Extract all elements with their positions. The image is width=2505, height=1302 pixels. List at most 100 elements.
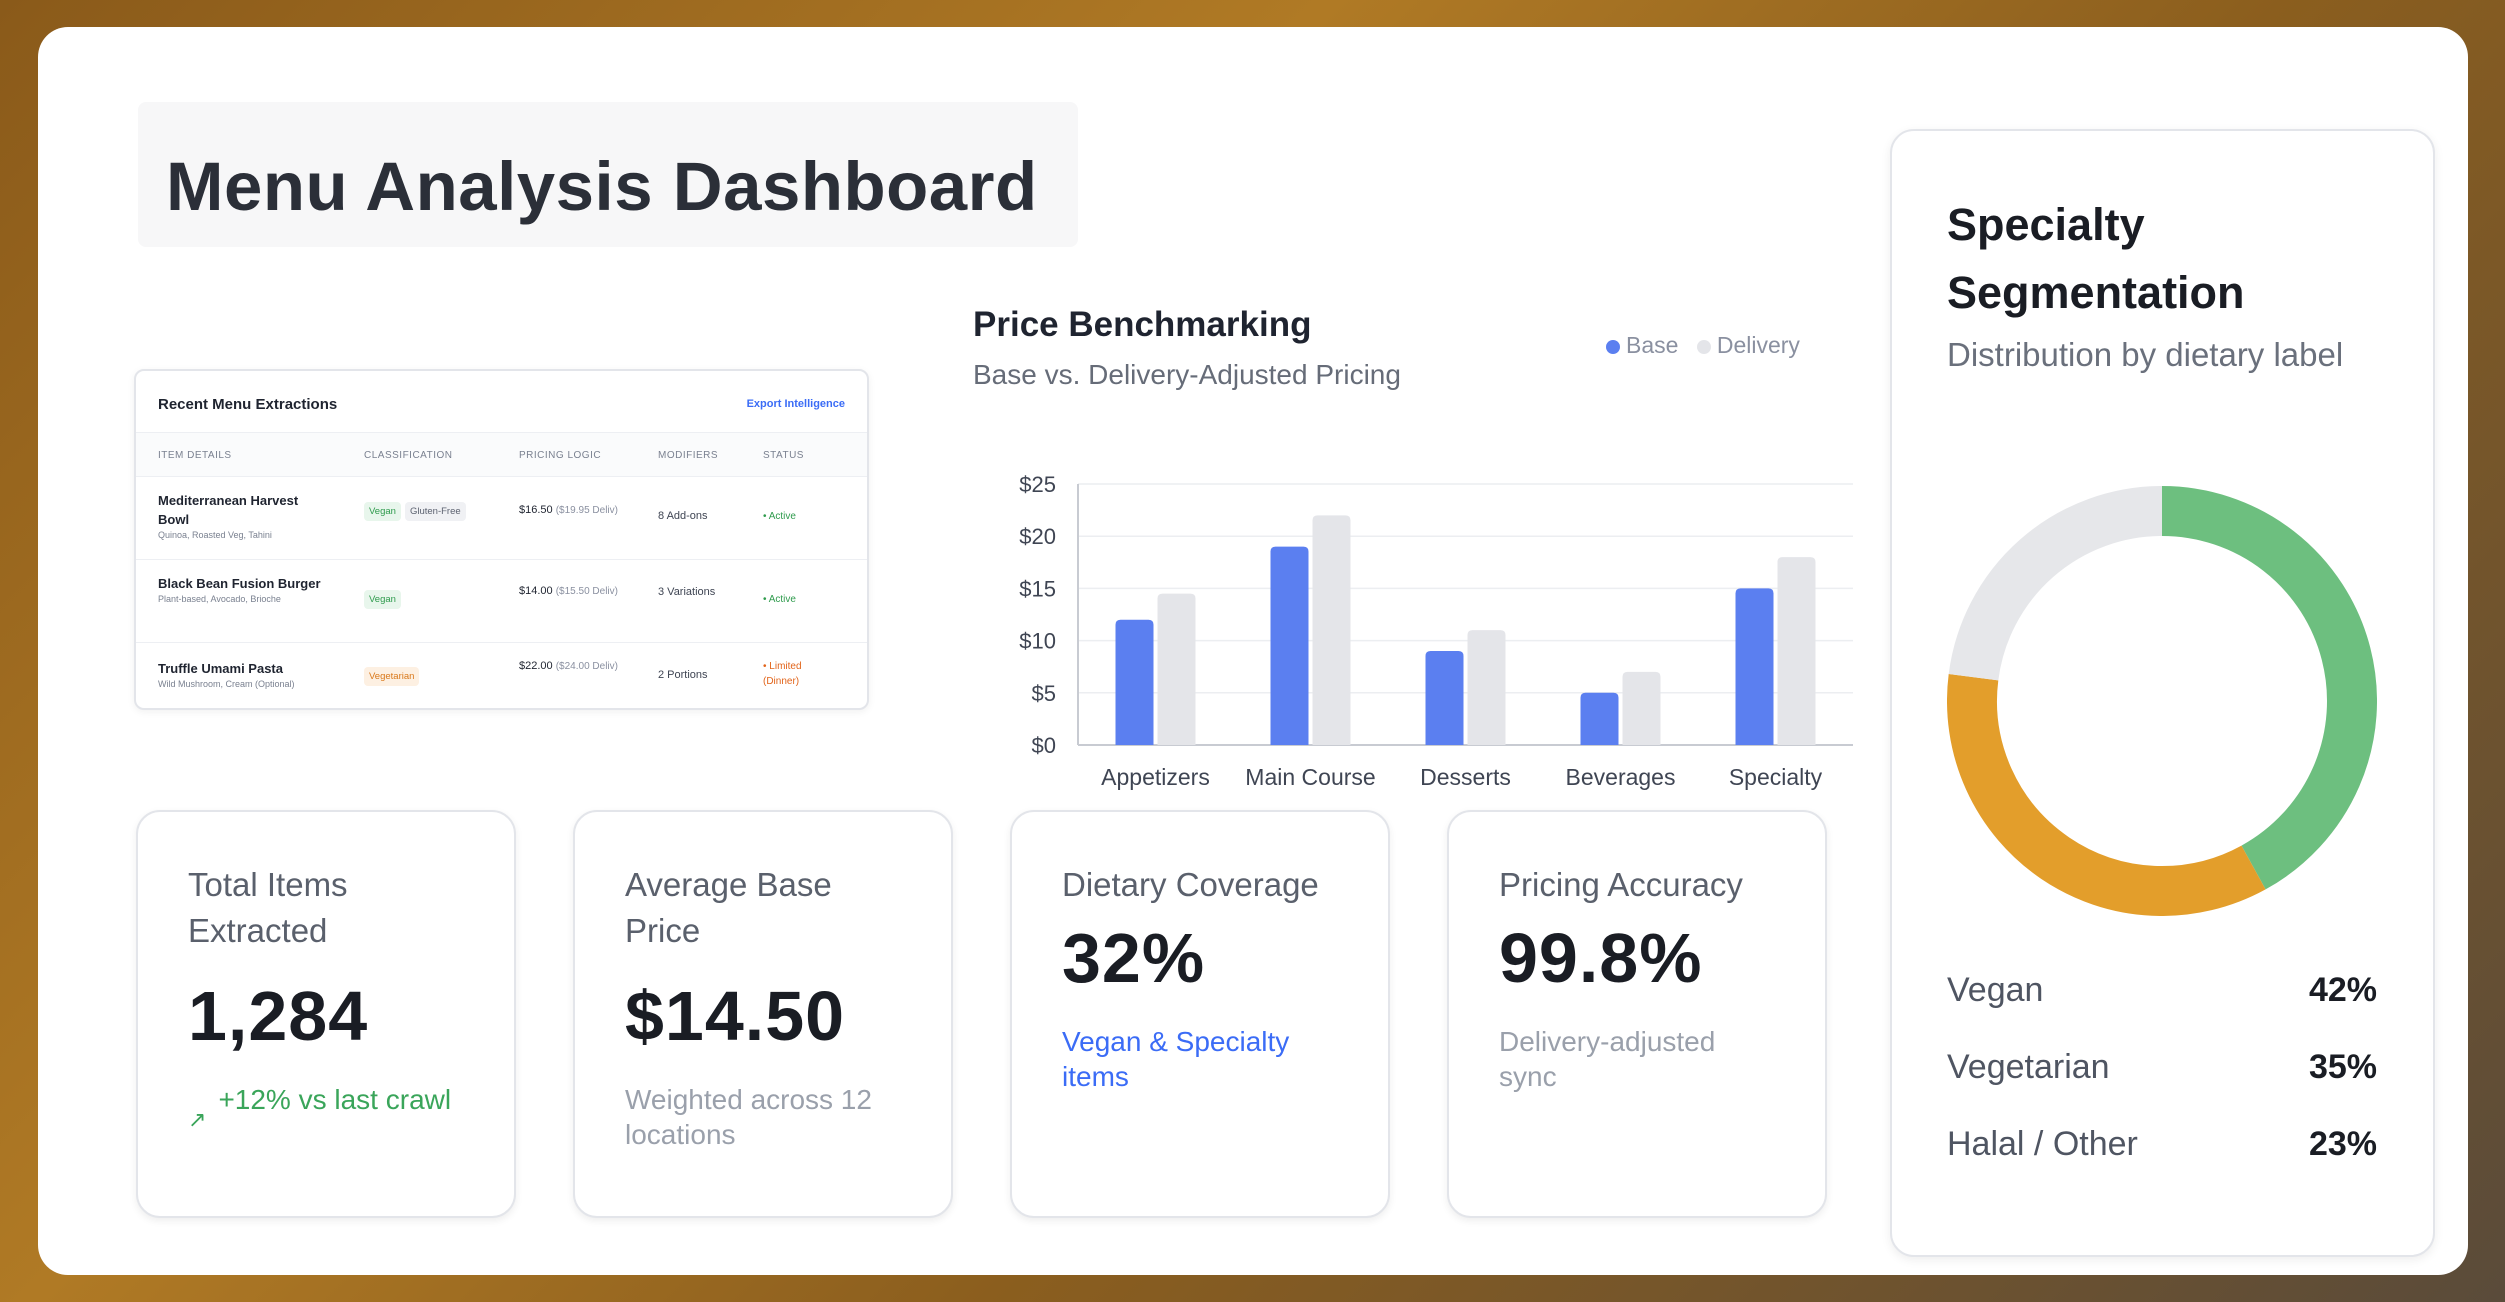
stat-value: 99.8%: [1499, 919, 1703, 997]
status-badge: • Active: [763, 594, 796, 605]
segment-percent: 42%: [2308, 971, 2377, 1009]
stat-value: $14.50: [625, 977, 846, 1055]
x-tick-label: Appetizers: [1101, 764, 1210, 790]
status-badge: • Limited (Dinner): [763, 661, 802, 687]
modifiers-cell: 2 Portions: [658, 669, 708, 681]
vegetarian-tag: Vegetarian: [364, 667, 420, 686]
item-name: Mediterranean Harvest Bowl: [158, 493, 299, 527]
stat-label: Average Base Price: [625, 866, 832, 949]
stat-value: 32%: [1062, 919, 1206, 997]
bar-delivery-main-course[interactable]: [1312, 515, 1351, 745]
stat-card-average-price: Average Base Price $14.50 Weighted acros…: [573, 810, 953, 1218]
legend-dot-delivery: [1696, 340, 1711, 354]
legend-delivery[interactable]: Delivery: [1696, 332, 1800, 358]
y-tick-label: $10: [1019, 629, 1056, 654]
page-title: Menu Analysis Dashboard: [138, 102, 1078, 247]
stat-label: Dietary Coverage: [1062, 866, 1319, 903]
donut-slice-halal-other[interactable]: [1948, 486, 2163, 681]
column-header[interactable]: CLASSIFICATION: [364, 450, 453, 461]
stat-note: ↗ +12% vs last crawl: [188, 1082, 464, 1137]
y-tick-label: $25: [1019, 472, 1056, 497]
chart-title: Price Benchmarking: [973, 305, 1312, 344]
stat-card-total-items: Total Items Extracted 1,284 ↗ +12% vs la…: [136, 810, 516, 1218]
vegan-tag: Vegan: [364, 502, 401, 521]
x-tick-label: Specialty: [1729, 764, 1823, 790]
delivery-price: ($15.50 Deliv): [555, 586, 618, 597]
segmentation-title: Specialty Segmentation: [1947, 199, 2245, 318]
bar-base-beverages[interactable]: [1580, 692, 1619, 745]
segment-percent: 23%: [2308, 1125, 2377, 1163]
bar-delivery-beverages[interactable]: [1622, 671, 1661, 745]
legend-dot-base: [1606, 340, 1620, 354]
stat-card-dietary-coverage: Dietary Coverage 32% Vegan & Specialty i…: [1010, 810, 1390, 1218]
stat-note-text: +12% vs last crawl: [218, 1084, 452, 1115]
extractions-title: Recent Menu Extractions: [158, 396, 338, 413]
export-intelligence-link[interactable]: Export Intelligence: [746, 398, 845, 410]
pricing-cell: $16.50 ($19.95 Deliv): [519, 501, 629, 520]
stat-note: Weighted across 12 locations: [625, 1084, 872, 1150]
x-tick-label: Desserts: [1420, 764, 1511, 790]
donut-slice-vegan[interactable]: [2161, 486, 2377, 890]
pricing-cell: $14.00 ($15.50 Deliv): [519, 582, 629, 601]
extractions-column-headers: ITEM DETAILS CLASSIFICATION PRICING LOGI…: [136, 433, 867, 477]
y-tick-label: $20: [1019, 524, 1056, 549]
base-price: $14.00: [519, 585, 553, 597]
chart-subtitle: Base vs. Delivery-Adjusted Pricing: [973, 359, 1401, 390]
y-tick-label: $0: [1032, 733, 1056, 758]
status-badge: • Active: [763, 511, 796, 522]
stat-card-pricing-accuracy: Pricing Accuracy 99.8% Delivery-adjusted…: [1447, 810, 1827, 1218]
segment-label: Vegan: [1947, 971, 2044, 1009]
table-row[interactable]: Mediterranean Harvest Bowl Quinoa, Roast…: [136, 477, 867, 560]
pricing-cell: $22.00 ($24.00 Deliv): [519, 657, 629, 676]
item-name: Truffle Umami Pasta: [158, 661, 283, 676]
x-tick-label: Beverages: [1566, 764, 1676, 790]
segment-percent: 35%: [2308, 1048, 2377, 1086]
bar-delivery-desserts[interactable]: [1467, 630, 1506, 745]
bar-base-appetizers[interactable]: [1115, 619, 1154, 745]
delivery-price: ($19.95 Deliv): [555, 505, 618, 516]
item-name: Black Bean Fusion Burger: [158, 576, 321, 591]
bar-delivery-appetizers[interactable]: [1157, 593, 1196, 745]
base-price: $22.00: [519, 660, 553, 672]
bar-delivery-specialty[interactable]: [1777, 557, 1816, 745]
modifiers-cell: 3 Variations: [658, 586, 716, 598]
segmentation-donut-chart: [1947, 486, 2377, 916]
column-header[interactable]: STATUS: [763, 450, 804, 461]
bar-base-desserts[interactable]: [1425, 651, 1464, 745]
arrow-up-right-icon: ↗: [188, 1107, 207, 1132]
segment-row-vegan: Vegan 42%: [1947, 971, 2377, 1010]
segment-label: Halal / Other: [1947, 1125, 2138, 1163]
segmentation-subtitle: Distribution by dietary label: [1947, 336, 2344, 373]
item-description: Plant-based, Avocado, Brioche: [158, 594, 281, 604]
column-header[interactable]: PRICING LOGIC: [519, 450, 602, 461]
stat-label: Total Items Extracted: [188, 866, 348, 949]
segment-row-halal-other: Halal / Other 23%: [1947, 1125, 2377, 1164]
column-header[interactable]: ITEM DETAILS: [158, 450, 232, 461]
extractions-header: Recent Menu Extractions Export Intellige…: [136, 371, 867, 433]
table-row[interactable]: Black Bean Fusion Burger Plant-based, Av…: [136, 560, 867, 643]
base-price: $16.50: [519, 504, 553, 516]
column-header[interactable]: MODIFIERS: [658, 450, 719, 461]
legend-base[interactable]: Base: [1606, 332, 1678, 358]
bar-base-specialty[interactable]: [1735, 588, 1774, 745]
segmentation-card: Specialty Segmentation Distribution by d…: [1890, 129, 2435, 1257]
donut-slice-vegetarian[interactable]: [1947, 674, 2266, 916]
stat-value: 1,284: [188, 977, 369, 1055]
delivery-price: ($24.00 Deliv): [555, 661, 618, 672]
y-tick-label: $5: [1032, 681, 1056, 706]
segment-row-vegetarian: Vegetarian 35%: [1947, 1048, 2377, 1087]
table-row[interactable]: Truffle Umami Pasta Wild Mushroom, Cream…: [136, 643, 867, 726]
item-description: Wild Mushroom, Cream (Optional): [158, 679, 295, 689]
legend-label: Delivery: [1716, 332, 1800, 358]
stat-note: Delivery-adjusted sync: [1499, 1026, 1716, 1092]
legend-label: Base: [1626, 332, 1679, 358]
gluten-free-tag: Gluten-Free: [404, 502, 466, 521]
bar-base-main-course[interactable]: [1270, 546, 1309, 745]
segment-label: Vegetarian: [1947, 1048, 2110, 1086]
modifiers-cell: 8 Add-ons: [658, 510, 708, 522]
price-benchmark-chart: $0 $5 $10 $15 $20 $25 Appetizers Main Course Des…: [1019, 472, 1853, 790]
vegan-tag: Vegan: [364, 590, 401, 609]
y-tick-label: $15: [1019, 576, 1056, 601]
stat-label: Pricing Accuracy: [1499, 866, 1743, 903]
x-tick-label: Main Course: [1245, 764, 1375, 790]
